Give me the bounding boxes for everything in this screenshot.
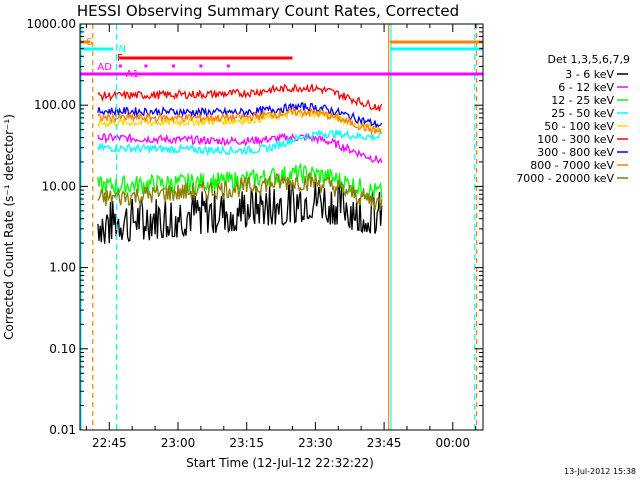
flag-label: S — [86, 37, 92, 48]
series-line-8 — [97, 171, 383, 211]
y-axis: 1000.00 100.00 10.00 1.00 0.10 0.01 — [26, 17, 483, 437]
decimation-flag-dot — [199, 64, 203, 68]
y-tick-label: 0.01 — [49, 423, 76, 437]
decimation-flag-dot — [226, 64, 230, 68]
chart-title: HESSI Observing Summary Count Rates, Cor… — [77, 2, 459, 20]
flag-layer: S NF AD A1 — [80, 24, 483, 430]
legend-label: 300 - 800 keV — [537, 146, 614, 159]
legend-label: 7000 - 20000 keV — [516, 172, 614, 185]
series-line-4 — [97, 109, 383, 135]
legend-label: 12 - 25 keV — [551, 94, 614, 107]
footer-timestamp: 13-Jul-2012 15:38 — [564, 467, 636, 476]
flag-label: A1 — [126, 69, 139, 80]
y-axis-label: Corrected Count Rate (s⁻¹ detector⁻¹) — [2, 114, 16, 340]
legend-label: 50 - 100 keV — [544, 120, 614, 133]
decimation-flag-dot — [171, 64, 175, 68]
series-layer — [97, 83, 383, 244]
legend-label: 800 - 7000 keV — [530, 159, 614, 172]
x-tick-label: 23:00 — [161, 436, 196, 450]
x-axis-label: Start Time (12-Jul-12 22:32:22) — [186, 456, 374, 470]
x-tick-label: 22:45 — [92, 436, 127, 450]
decimation-flag-dot — [118, 64, 122, 68]
x-tick-label: 23:15 — [229, 436, 264, 450]
series-line-0 — [97, 180, 383, 244]
y-tick-label: 100.00 — [34, 98, 76, 112]
y-tick-label: 0.10 — [49, 342, 76, 356]
y-tick-label: 10.00 — [42, 179, 76, 193]
series-line-7 — [97, 106, 382, 136]
legend-label: 6 - 12 keV — [558, 81, 614, 94]
series-line-1 — [97, 132, 383, 165]
legend-title: Det 1,3,5,6,7,9 — [547, 53, 630, 66]
legend-label: 100 - 300 keV — [537, 133, 614, 146]
series-line-6 — [97, 102, 383, 130]
series-line-5 — [97, 83, 383, 112]
plot-frame — [79, 23, 484, 431]
flag-label: AD — [97, 62, 112, 73]
flag-label: F — [117, 53, 123, 64]
x-tick-label: 23:30 — [298, 436, 333, 450]
y-tick-label: 1000.00 — [26, 17, 76, 31]
legend-label: 3 - 6 keV — [565, 68, 614, 81]
flag-label: N — [118, 44, 125, 55]
x-axis: 22:45 23:00 23:15 23:30 23:45 00:00 — [85, 24, 477, 450]
legend-label: 25 - 50 keV — [551, 107, 614, 120]
series-line-3 — [97, 129, 383, 157]
y-tick-label: 1.00 — [49, 261, 76, 275]
x-tick-label: 23:45 — [367, 436, 402, 450]
decimation-flag-dot — [144, 64, 148, 68]
x-tick-label: 00:00 — [435, 436, 470, 450]
